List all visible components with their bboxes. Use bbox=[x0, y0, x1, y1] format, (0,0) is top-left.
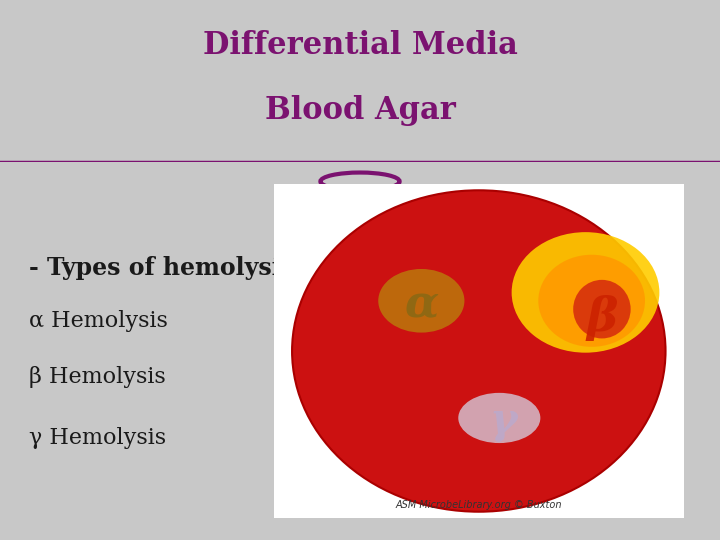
Text: γ Hemolysis: γ Hemolysis bbox=[29, 427, 166, 449]
Text: β Hemolysis: β Hemolysis bbox=[29, 367, 166, 388]
FancyBboxPatch shape bbox=[269, 180, 688, 522]
Text: Blood Agar: Blood Agar bbox=[264, 94, 456, 126]
Ellipse shape bbox=[512, 232, 660, 353]
Ellipse shape bbox=[539, 255, 645, 347]
Text: α Hemolysis: α Hemolysis bbox=[29, 310, 168, 332]
Ellipse shape bbox=[458, 393, 540, 443]
Ellipse shape bbox=[292, 190, 665, 512]
Text: γ: γ bbox=[490, 400, 517, 442]
Ellipse shape bbox=[573, 280, 631, 339]
Text: ASM MicrobeLibrary.org © Buxton: ASM MicrobeLibrary.org © Buxton bbox=[395, 500, 562, 510]
FancyBboxPatch shape bbox=[0, 162, 720, 540]
Ellipse shape bbox=[378, 269, 464, 333]
Text: Differential Media: Differential Media bbox=[202, 30, 518, 61]
Text: β: β bbox=[586, 294, 618, 341]
Text: - Types of hemolysis:: - Types of hemolysis: bbox=[29, 256, 302, 280]
Text: α: α bbox=[404, 282, 438, 326]
